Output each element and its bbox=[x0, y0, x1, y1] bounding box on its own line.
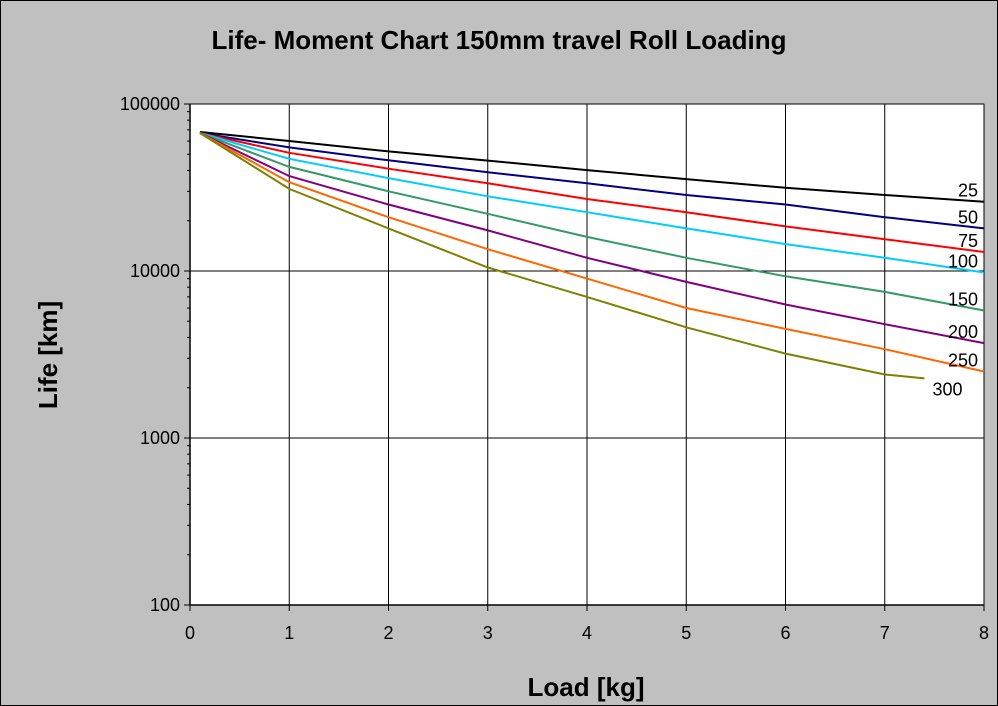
x-tick-label: 1 bbox=[284, 623, 294, 643]
series-label-300: 300 bbox=[932, 380, 962, 400]
series-line-200 bbox=[199, 132, 985, 345]
series-line-100 bbox=[199, 132, 985, 274]
series-line-150 bbox=[199, 132, 985, 312]
x-tick-label: 5 bbox=[681, 623, 691, 643]
series-line-300 bbox=[199, 132, 925, 380]
axes: 0 1 2 3 4 5 6 7 8 100 1000 10000 100000 bbox=[120, 94, 989, 643]
series-line-50 bbox=[199, 132, 985, 230]
series-label-100: 100 bbox=[948, 251, 978, 271]
series-label-50: 50 bbox=[958, 207, 978, 227]
series-line-25 bbox=[199, 131, 985, 203]
chart-title: Life- Moment Chart 150mm travel Roll Loa… bbox=[211, 25, 787, 55]
x-tick-label: 6 bbox=[780, 623, 790, 643]
series-line-250 bbox=[199, 132, 985, 373]
x-tick-label: 3 bbox=[483, 623, 493, 643]
series-label-250: 250 bbox=[948, 351, 978, 371]
series-label-200: 200 bbox=[948, 322, 978, 342]
x-tick-label: 8 bbox=[979, 623, 989, 643]
series-label-150: 150 bbox=[948, 290, 978, 310]
x-tick-label: 4 bbox=[582, 623, 592, 643]
series-lines bbox=[199, 131, 985, 380]
y-tick-label: 100 bbox=[150, 595, 180, 615]
series-line-75 bbox=[199, 132, 985, 253]
y-tick-label: 10000 bbox=[130, 261, 180, 281]
x-tick-label: 2 bbox=[383, 623, 393, 643]
x-axis-title: Load [kg] bbox=[528, 672, 645, 702]
x-tick-label: 0 bbox=[185, 623, 195, 643]
y-tick-label: 100000 bbox=[120, 94, 180, 114]
series-label-75: 75 bbox=[958, 231, 978, 251]
y-axis-title: Life [km] bbox=[33, 301, 63, 409]
x-tick-label: 7 bbox=[880, 623, 890, 643]
y-tick-label: 1000 bbox=[140, 428, 180, 448]
series-label-25: 25 bbox=[958, 181, 978, 201]
